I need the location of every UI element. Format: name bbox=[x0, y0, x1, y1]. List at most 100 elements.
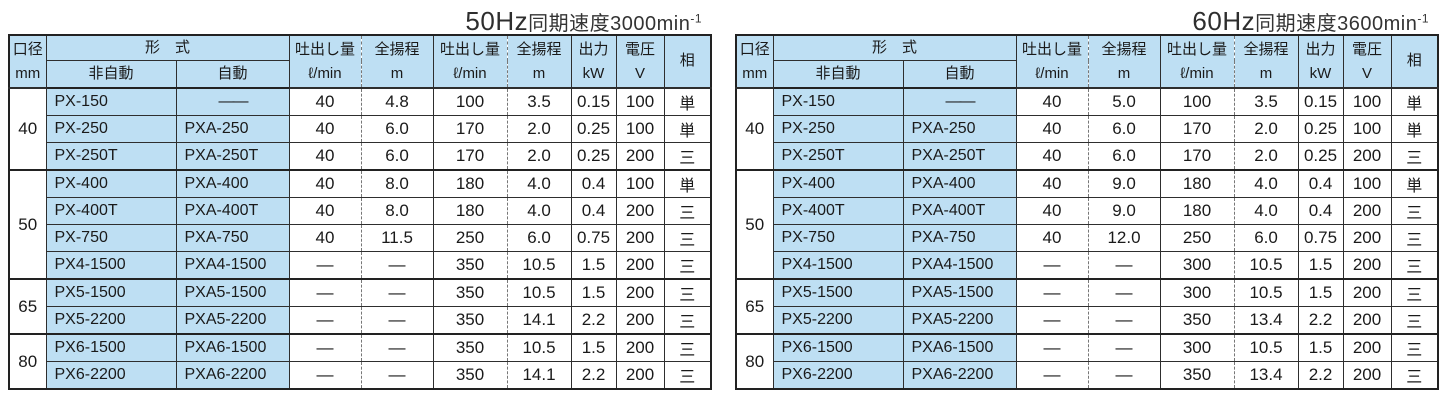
cell-output-kw: 1.5 bbox=[570, 278, 617, 307]
col-header-discharge-2: 吐出し量 ℓ/min bbox=[432, 34, 508, 89]
header-line-1: 全揚程 bbox=[516, 40, 562, 58]
header-line-2: ℓ/min bbox=[453, 64, 487, 82]
cell-head-2: 3.5 bbox=[506, 87, 572, 116]
cell-voltage: 200 bbox=[1342, 278, 1392, 307]
col-header-nonauto: 非自動 bbox=[772, 60, 904, 89]
cell-diameter: 65 bbox=[735, 278, 774, 335]
cell-voltage: 200 bbox=[1342, 142, 1392, 171]
cell-output-kw: 0.15 bbox=[1297, 87, 1344, 116]
cell-output-kw: 1.5 bbox=[1297, 278, 1344, 307]
header-line-2: V bbox=[1362, 64, 1373, 82]
cell-model-nonauto: PX-150 bbox=[45, 87, 177, 116]
header-line-1: 出力 bbox=[578, 40, 609, 58]
cell-head-2: 10.5 bbox=[1233, 251, 1299, 280]
cell-discharge-2: 350 bbox=[432, 361, 508, 390]
cell-discharge-2: 350 bbox=[432, 251, 508, 280]
cell-head-1: — bbox=[360, 251, 434, 280]
cell-discharge-1: — bbox=[288, 306, 362, 335]
table-row: PX-400T PXA-400T 40 9.0 180 4.0 0.4 200 三 bbox=[736, 197, 1439, 225]
cell-model-auto: PXA4-1500 bbox=[902, 251, 1017, 280]
cell-discharge-2: 180 bbox=[432, 169, 508, 198]
diameter-unit: mm bbox=[742, 64, 768, 82]
cell-discharge-1: — bbox=[1015, 306, 1089, 335]
table-row: PX6-2200 PXA6-2200— —350 13.4 2.2 200 三 bbox=[736, 361, 1439, 390]
col-header-output-kw: 出力 kW bbox=[1297, 34, 1344, 89]
cell-model-nonauto: PX-750 bbox=[45, 224, 177, 252]
cell-model-auto: —— bbox=[175, 87, 290, 116]
cell-discharge-2: 100 bbox=[1159, 87, 1235, 116]
cell-head-2: 3.5 bbox=[1233, 87, 1299, 116]
cell-output-kw: 2.2 bbox=[1297, 306, 1344, 335]
cell-output-kw: 0.25 bbox=[1297, 142, 1344, 171]
cell-diameter: 50 bbox=[735, 169, 774, 280]
cell-output-kw: 1.5 bbox=[570, 251, 617, 280]
cell-model-nonauto: PX6-2200 bbox=[45, 361, 177, 390]
table-row: 65 PX5-1500 PXA5-1500— —300 10.5 1.5 200 三 bbox=[735, 278, 1439, 335]
table-row: 50 PX-400 PXA-400 40 9.0 180 4.0 0.4 100 単 bbox=[735, 169, 1439, 280]
cell-output-kw: 2.2 bbox=[1297, 361, 1344, 390]
col-header-discharge-2: 吐出し量 ℓ/min bbox=[1159, 34, 1235, 89]
header-row-1: 口径 mm 形 式吐出し量 ℓ/min 全揚程 m 吐出し量 ℓ/min 全揚程 m 出力 kW 電圧 V… bbox=[735, 34, 1439, 89]
cell-discharge-1: — bbox=[288, 278, 362, 307]
col-header-discharge-1: 吐出し量 ℓ/min bbox=[288, 34, 362, 89]
table-row: 40 PX-150 —— 40 5.0 100 3.5 0.15 100 単 bbox=[735, 87, 1439, 171]
cell-phase: 三 bbox=[663, 142, 712, 171]
cell-discharge-1: 40 bbox=[288, 169, 362, 198]
table-row: PX-750 PXA-750 40 12.0 250 6.0 0.75 200 三 bbox=[736, 224, 1439, 252]
col-header-diameter: 口径 mm bbox=[735, 34, 774, 89]
title-frequency: 50Hz bbox=[465, 6, 529, 36]
cell-discharge-1: 40 bbox=[288, 224, 362, 252]
cell-model-nonauto: PX5-2200 bbox=[772, 306, 904, 335]
cell-head-2: 14.1 bbox=[506, 306, 572, 335]
col-header-nonauto: 非自動 bbox=[45, 60, 177, 89]
cell-output-kw: 0.4 bbox=[570, 197, 617, 225]
cell-head-1: — bbox=[1087, 278, 1161, 307]
cell-discharge-1: — bbox=[288, 333, 362, 362]
cell-discharge-1: — bbox=[288, 361, 362, 390]
cell-discharge-1: — bbox=[1015, 278, 1089, 307]
cell-model-nonauto: PX-250 bbox=[45, 115, 177, 143]
cell-head-1: 8.0 bbox=[360, 197, 434, 225]
cell-model-nonauto: PX-250 bbox=[772, 115, 904, 143]
header-line-1: 出力 bbox=[1305, 40, 1336, 58]
cell-model-auto: PXA5-2200 bbox=[175, 306, 290, 335]
cell-discharge-1: 40 bbox=[1015, 142, 1089, 171]
cell-phase: 単 bbox=[663, 169, 712, 198]
cell-phase: 三 bbox=[1390, 333, 1439, 362]
cell-output-kw: 2.2 bbox=[570, 361, 617, 390]
cell-voltage: 100 bbox=[1342, 87, 1392, 116]
cell-discharge-2: 180 bbox=[432, 197, 508, 225]
cell-phase: 三 bbox=[1390, 278, 1439, 307]
cell-discharge-2: 180 bbox=[1159, 169, 1235, 198]
cell-voltage: 200 bbox=[1342, 333, 1392, 362]
cell-head-1: 9.0 bbox=[1087, 197, 1161, 225]
table-row: PX-250T PXA-250T 40 6.0 170 2.0 0.25 200 三 bbox=[736, 142, 1439, 171]
diameter-label: 口径 bbox=[739, 40, 770, 58]
cell-head-2: 2.0 bbox=[506, 115, 572, 143]
cell-output-kw: 1.5 bbox=[570, 333, 617, 362]
header-line-1: 全揚程 bbox=[1101, 40, 1147, 58]
cell-head-1: 6.0 bbox=[360, 115, 434, 143]
header-line-1: 吐出し量 bbox=[440, 40, 501, 58]
header-line-2: m bbox=[390, 64, 404, 82]
cell-voltage: 200 bbox=[615, 251, 665, 280]
cell-model-auto: PXA-400 bbox=[175, 169, 290, 198]
col-header-model: 形 式 bbox=[772, 34, 1017, 61]
header-line-2: V bbox=[635, 64, 646, 82]
table-title-60hz: 60Hz同期速度3600min-1 bbox=[735, 0, 1437, 36]
cell-model-auto: PXA-250T bbox=[175, 142, 290, 171]
cell-head-2: 4.0 bbox=[1233, 197, 1299, 225]
cell-model-nonauto: PX6-1500 bbox=[772, 333, 904, 362]
cell-discharge-2: 350 bbox=[1159, 306, 1235, 335]
cell-voltage: 200 bbox=[615, 197, 665, 225]
cell-diameter: 40 bbox=[8, 87, 47, 171]
cell-head-1: 5.0 bbox=[1087, 87, 1161, 116]
cell-model-auto: PXA-250T bbox=[902, 142, 1017, 171]
table-row: PX-250 PXA-250 40 6.0 170 2.0 0.25 100 単 bbox=[736, 115, 1439, 143]
cell-head-1: — bbox=[360, 361, 434, 390]
cell-model-auto: PXA5-1500 bbox=[175, 278, 290, 307]
cell-head-2: 14.1 bbox=[506, 361, 572, 390]
cell-phase: 単 bbox=[1390, 115, 1439, 143]
col-header-phase: 相 bbox=[1390, 34, 1439, 89]
col-header-voltage: 電圧 V bbox=[615, 34, 665, 89]
